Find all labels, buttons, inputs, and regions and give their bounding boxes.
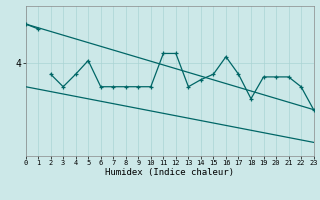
- X-axis label: Humidex (Indice chaleur): Humidex (Indice chaleur): [105, 168, 234, 177]
